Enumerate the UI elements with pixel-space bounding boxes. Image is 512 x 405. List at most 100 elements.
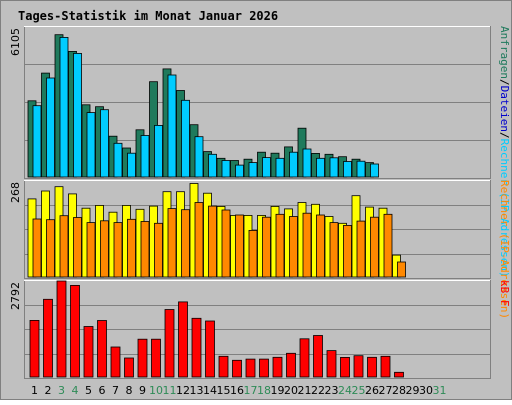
bar-middle-s2-day-3 (59, 215, 69, 278)
bar-bottom-s1-day-20 (286, 352, 296, 378)
x-tick-day-27: 27 (379, 384, 393, 397)
bar-top-s2-day-3 (59, 37, 69, 178)
x-tick-day-20: 20 (284, 384, 298, 397)
right-label-part-top-5: Rechner (IP-Adressen) (498, 139, 511, 278)
x-tick-day-14: 14 (203, 384, 217, 397)
bar-bottom-s1-day-26 (367, 356, 377, 378)
bar-bottom-s1-day-6 (97, 320, 107, 378)
bar-middle-s2-day-6 (100, 220, 109, 278)
x-tick-day-3: 3 (58, 384, 65, 397)
bar-top-s2-day-19 (275, 157, 285, 178)
bar-bottom-s1-day-10 (151, 338, 161, 378)
bar-middle-s2-day-22 (316, 214, 325, 278)
bar-bottom-s1-day-19 (272, 356, 283, 378)
bar-bottom-s1-day-5 (83, 326, 94, 378)
x-tick-day-8: 8 (126, 384, 133, 397)
bar-middle-s2-day-13 (194, 202, 204, 278)
bar-middle-s2-day-15 (221, 209, 231, 278)
right-label-part-top-1: Anfragen (498, 26, 511, 79)
bar-middle-s2-day-26 (370, 216, 379, 278)
x-tick-day-15: 15 (217, 384, 231, 397)
bar-middle-s2-day-7 (113, 222, 123, 278)
bar-bottom-s1-day-16 (232, 359, 242, 378)
bar-middle-s2-day-12 (181, 209, 190, 278)
bar-middle-s2-day-23 (329, 222, 339, 278)
bar-bottom-s1-day-17 (245, 358, 256, 378)
bar-top-s2-day-6 (100, 109, 109, 178)
panel-middle: 268 Rechner (IP-Adressen) (9, 180, 511, 319)
x-tick-day-4: 4 (72, 384, 79, 397)
bar-middle-s2-day-10 (154, 222, 163, 278)
bar-middle-s2-day-27 (383, 213, 393, 278)
bar-middle-s2-day-21 (302, 212, 312, 278)
x-tick-day-10: 10 (149, 384, 163, 397)
bar-bottom-s1-day-27 (380, 355, 391, 378)
bar-top-s2-day-20 (289, 151, 298, 178)
y-max-label-bottom: 2792 (9, 282, 22, 310)
x-tick-day-19: 19 (271, 384, 285, 397)
x-tick-day-24: 24 (338, 384, 352, 397)
right-label-part-top-4: / (498, 132, 511, 139)
bar-middle-s2-day-4 (73, 217, 82, 278)
x-tick-day-30: 30 (419, 384, 433, 397)
bar-top-s2-day-8 (127, 152, 136, 178)
bar-bottom-s1-day-9 (137, 338, 148, 378)
bar-bottom-s1-day-25 (353, 355, 364, 378)
x-tick-day-22: 22 (311, 384, 325, 397)
right-label-part-top-2: / (498, 79, 511, 86)
bar-middle-s2-day-2 (46, 219, 55, 278)
bar-top-s2-day-13 (194, 136, 204, 178)
bar-bottom-s1-day-28 (394, 371, 404, 378)
x-tick-day-25: 25 (352, 384, 366, 397)
bar-middle-s2-day-8 (127, 218, 136, 278)
x-tick-day-17: 17 (244, 384, 258, 397)
bar-top-s2-day-5 (86, 112, 96, 178)
bar-middle-s2-day-18 (262, 216, 271, 278)
bar-top-s2-day-17 (248, 162, 258, 178)
bar-top-s2-day-9 (140, 135, 150, 178)
bar-bottom-s1-day-11 (164, 309, 175, 378)
bar-top-s2-day-23 (329, 157, 339, 178)
chart-title: Tages-Statistik im Monat Januar 2026 (18, 9, 278, 23)
y-max-label-top: 6105 (9, 28, 22, 56)
bar-top-s2-day-26 (370, 163, 379, 178)
x-tick-day-2: 2 (45, 384, 52, 397)
bar-middle-s2-day-11 (167, 208, 177, 278)
x-tick-day-29: 29 (406, 384, 420, 397)
bar-middle-s2-day-9 (140, 221, 150, 278)
bar-bottom-s1-day-22 (313, 335, 323, 378)
bar-bottom-s1-day-23 (326, 350, 337, 378)
bar-top-s2-day-11 (167, 74, 177, 178)
bar-top-s2-day-18 (262, 157, 271, 178)
bar-bottom-s1-day-18 (259, 358, 269, 378)
bar-top-s2-day-24 (343, 161, 352, 178)
bar-middle-s2-day-25 (356, 220, 366, 278)
x-tick-day-7: 7 (112, 384, 119, 397)
right-label-bottom: kB F (498, 280, 511, 307)
y-max-label-middle: 268 (9, 182, 22, 203)
bar-top-s2-day-4 (73, 53, 82, 178)
bar-middle-s2-day-16 (235, 214, 244, 278)
bar-bottom-s1-day-4 (70, 284, 80, 378)
bar-bottom-s1-day-7 (110, 346, 121, 378)
bar-bottom-s1-day-21 (299, 338, 310, 378)
bar-bottom-s1-day-12 (178, 301, 188, 378)
bar-top-s2-day-14 (208, 153, 217, 178)
bar-top-s2-day-21 (302, 148, 312, 178)
x-tick-day-12: 12 (176, 384, 190, 397)
x-tick-day-18: 18 (257, 384, 271, 397)
panel-top: 6105 Anfragen/Dateien/Rechner (IP-Adresse… (9, 26, 511, 278)
bar-middle-s2-day-17 (248, 229, 258, 278)
bar-bottom-s1-day-24 (340, 356, 350, 378)
x-tick-day-26: 26 (365, 384, 379, 397)
x-tick-day-5: 5 (85, 384, 92, 397)
x-tick-day-9: 9 (139, 384, 146, 397)
bar-middle-s2-day-19 (275, 213, 285, 278)
bar-middle-s2-day-14 (208, 205, 217, 278)
bar-top-s2-day-25 (356, 160, 366, 178)
right-label-part-middle-1: Rechner (IP-Adressen) (498, 180, 511, 319)
bar-top-s2-day-16 (235, 164, 244, 178)
bar-bottom-s1-day-2 (43, 298, 53, 378)
